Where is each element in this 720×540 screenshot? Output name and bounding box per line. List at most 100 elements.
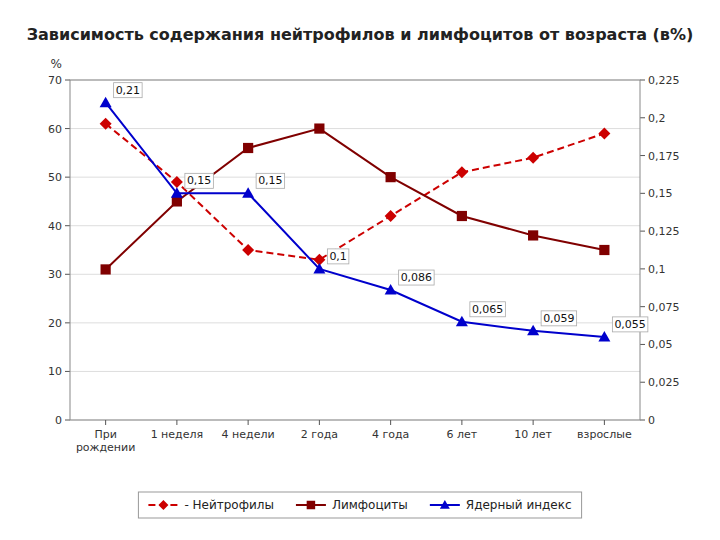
series-line	[106, 103, 605, 337]
data-label-group: 0,055	[612, 317, 648, 332]
marker	[386, 172, 396, 182]
x-tick-label-line: 6 лет	[447, 428, 478, 441]
data-label: 0,065	[472, 303, 504, 316]
data-label: 0,15	[258, 174, 283, 187]
y2-tick-label: 0,2	[648, 112, 666, 125]
data-label-box	[541, 311, 577, 326]
marker	[385, 284, 397, 295]
marker	[158, 500, 168, 510]
data-label-group: 0,21	[114, 83, 143, 98]
data-label-box	[612, 317, 648, 332]
marker	[314, 123, 324, 133]
y2-tick-label: 0,05	[648, 338, 673, 351]
plot-frame	[70, 80, 640, 420]
data-label-box	[114, 83, 143, 98]
marker	[527, 152, 539, 164]
y-tick-label: 40	[48, 220, 62, 233]
x-tick-label-line: 4 недели	[222, 428, 275, 441]
data-label-group: 0,1	[327, 249, 349, 264]
data-label-box	[185, 173, 214, 188]
marker	[243, 143, 253, 153]
marker	[307, 501, 316, 510]
data-label-group: 0,15	[185, 173, 214, 188]
marker	[242, 187, 254, 198]
legend-frame	[138, 492, 581, 518]
x-tick-label: 6 лет	[447, 428, 478, 441]
data-label-group: 0,065	[470, 302, 506, 317]
marker	[313, 263, 325, 274]
marker	[456, 316, 468, 327]
marker	[528, 230, 538, 240]
y2-tick-label: 0,225	[648, 74, 680, 87]
y-tick-label: 60	[48, 123, 62, 136]
data-label-group: 0,059	[541, 311, 577, 326]
y2-tick	[640, 155, 645, 156]
y2-tick-label: 0,125	[648, 225, 680, 238]
x-tick	[248, 420, 249, 425]
data-label-box	[470, 302, 506, 317]
x-tick-label-line: 10 лет	[514, 428, 552, 441]
y-tick	[65, 80, 70, 81]
series-line	[106, 124, 605, 260]
y-tick-label: 50	[48, 171, 62, 184]
x-tick-label: Прирождении	[76, 428, 136, 454]
marker	[457, 211, 467, 221]
y-tick-label: 20	[48, 317, 62, 330]
grid-line	[70, 177, 640, 178]
legend-item: - Нейтрофилы	[148, 498, 274, 512]
x-tick	[319, 420, 320, 425]
y-tick	[65, 177, 70, 178]
title: Зависимость содержания нейтрофилов и лим…	[27, 25, 694, 44]
legend-item: Лимфоциты	[296, 498, 408, 512]
y-tick-label: 0	[55, 414, 62, 427]
y2-tick-label: 0,175	[648, 150, 680, 163]
axes: 01020304050607000,0250,050,0750,10,1250,…	[48, 57, 680, 454]
y2-tick	[640, 268, 645, 269]
x-tick	[176, 420, 177, 425]
plot-area	[100, 97, 611, 342]
legend-item: Ядерный индекс	[430, 498, 572, 512]
y-tick	[65, 225, 70, 226]
x-tick-label: 10 лет	[514, 428, 552, 441]
x-tick	[533, 420, 534, 425]
marker	[172, 196, 182, 206]
y-tick	[65, 371, 70, 372]
data-label: 0,086	[401, 271, 433, 284]
y2-tick	[640, 193, 645, 194]
marker	[100, 97, 112, 108]
y2-tick	[640, 306, 645, 307]
data-label-box	[399, 270, 435, 285]
grid-line	[70, 371, 640, 372]
chart: Зависимость содержания нейтрофилов и лим…	[0, 0, 720, 540]
x-tick-label: 2 года	[301, 428, 338, 441]
x-tick-label-line: рождении	[76, 441, 136, 454]
grid-line	[70, 274, 640, 275]
y-tick	[65, 420, 70, 421]
x-tick-label-line: При	[94, 428, 116, 441]
y2-tick	[640, 344, 645, 345]
data-label-group: 0,15	[256, 173, 285, 188]
y2-tick-label: 0,025	[648, 376, 680, 389]
y2-tick	[640, 382, 645, 383]
y-tick-label: 70	[48, 74, 62, 87]
data-label-group: 0,086	[399, 270, 435, 285]
grid-line	[70, 128, 640, 129]
y2-tick	[640, 80, 645, 81]
y2-tick-label: 0,1	[648, 263, 666, 276]
data-label-box	[256, 173, 285, 188]
marker	[527, 325, 539, 336]
grid-line	[70, 225, 640, 226]
legend-label: - Нейтрофилы	[184, 498, 274, 512]
marker	[385, 210, 397, 222]
marker	[440, 500, 450, 509]
y-tick-label: 10	[48, 365, 62, 378]
y-axis-label: %	[51, 57, 62, 71]
x-tick-label: 4 недели	[222, 428, 275, 441]
marker	[599, 245, 609, 255]
y2-tick	[640, 231, 645, 232]
x-tick	[461, 420, 462, 425]
y-tick	[65, 128, 70, 129]
marker	[456, 166, 468, 178]
x-tick	[390, 420, 391, 425]
x-tick	[604, 420, 605, 425]
